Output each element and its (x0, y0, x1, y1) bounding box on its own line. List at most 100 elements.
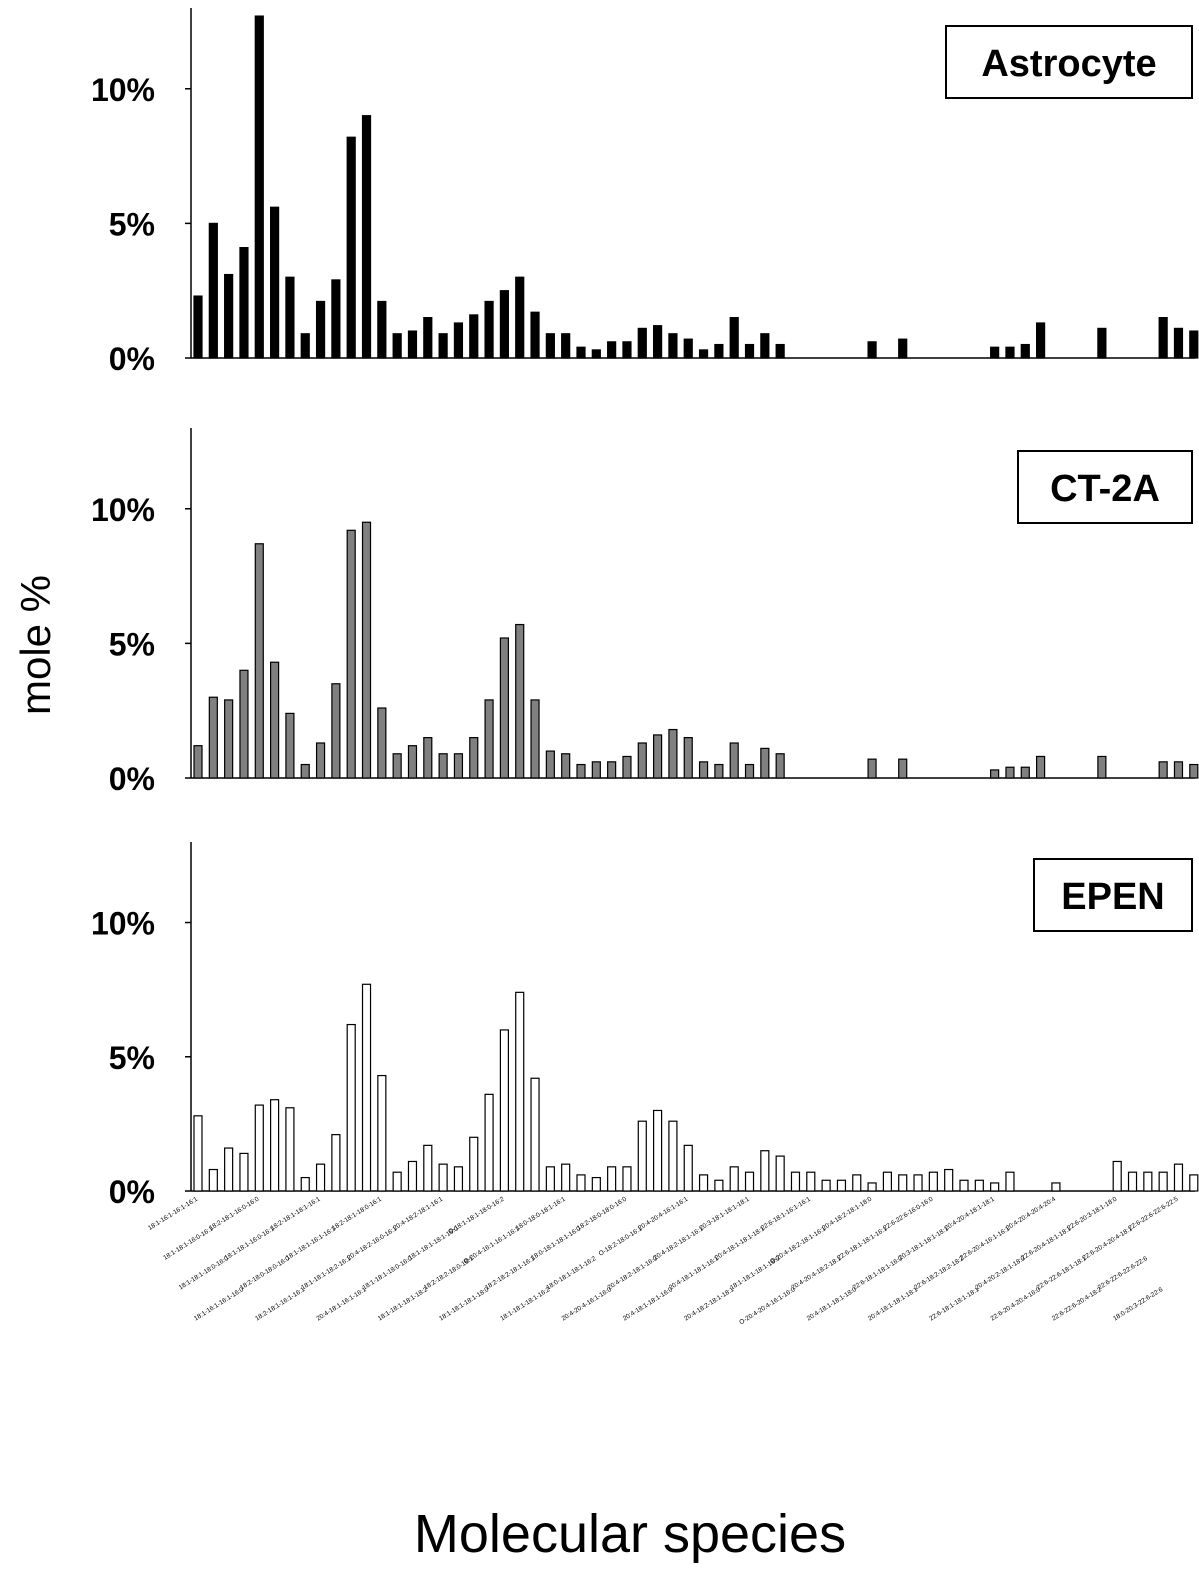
bar (729, 742, 739, 779)
x-tick-label: 22:6-22:6-20:4-18:2 (1051, 1286, 1103, 1322)
bar (438, 1163, 448, 1192)
bar (224, 273, 234, 359)
x-tick-label: 22:6-20:4-18:1-18:1 (1020, 1225, 1072, 1261)
bar (576, 346, 586, 359)
x-tick-label: 18:2-18:1-16:1-16:1 (254, 1286, 306, 1322)
x-tick-label: 20:4-20:4-18:2-18:1 (790, 1255, 842, 1291)
x-tick-label: 20:4-18:2-18:1-18:0 (821, 1196, 873, 1232)
bar (990, 769, 1000, 779)
bar (576, 1174, 586, 1192)
bar (775, 753, 785, 779)
bar (806, 1171, 816, 1192)
bar (760, 333, 770, 359)
bar (1127, 1171, 1138, 1192)
bar (698, 349, 709, 359)
bar (744, 343, 755, 359)
x-tick-label: 20:4-18:2-18:1-16:1 (652, 1225, 704, 1261)
bar (867, 758, 877, 779)
x-tick-label: 22:6-22:6-22:6-22:5 (1127, 1196, 1179, 1232)
bar (331, 1134, 341, 1192)
x-tick-label: 22:6-20:4-20:4-16:0 (990, 1286, 1042, 1322)
bar (484, 300, 494, 359)
bar (239, 247, 249, 359)
bar (407, 745, 418, 779)
bar (607, 1166, 617, 1192)
bar (331, 279, 341, 359)
bar (438, 753, 448, 779)
x-tick-label: 18:1-18:1-18:2-16:1 (300, 1255, 352, 1291)
bar (407, 330, 418, 359)
bar (882, 1171, 893, 1192)
bar (683, 338, 693, 359)
bar (668, 728, 678, 779)
x-tick-label: 20:4-18:1-18:1-16:0 (622, 1286, 674, 1322)
x-tick-label: 20:4-18:2-18:1-18:1 (683, 1286, 735, 1322)
x-tick-label: 22:6-18:2-18:2-18:2 (913, 1255, 965, 1291)
bar (1158, 1171, 1168, 1192)
bar (423, 737, 433, 779)
bar (545, 333, 555, 359)
bar (361, 115, 372, 359)
bar (193, 1115, 203, 1192)
bar (224, 699, 234, 779)
panel-epen: 0% 5% 10% EPEN (91, 842, 1199, 1210)
x-tick-label: O-20:4-16:1-16:1-16:1 (463, 1225, 522, 1265)
x-tick-label: 20:4-20:4-16:1-16:0 (561, 1286, 613, 1322)
bar (530, 1077, 540, 1192)
bar (469, 314, 479, 359)
bar (683, 737, 693, 779)
bar (790, 1171, 801, 1192)
x-tick-label: O-18:2-18:0-16:1 (598, 1225, 644, 1257)
bar (469, 1136, 479, 1192)
bar (698, 761, 709, 779)
bar (270, 1099, 280, 1192)
x-tick-label: 20:4-18:2-16:0-16:1 (346, 1225, 398, 1261)
bar (913, 1174, 923, 1192)
bar (1035, 322, 1046, 359)
x-tick-label: 18:1-18:1-18:0-16:0 (361, 1255, 413, 1291)
bar (775, 1155, 785, 1192)
bar (270, 661, 280, 779)
y-tick-label: 10% (91, 492, 155, 528)
bar (561, 333, 571, 359)
bar (254, 15, 264, 359)
x-tick-label: 22:6-18:1-18:1-16:1 (836, 1225, 888, 1261)
bar (607, 761, 617, 779)
bar (561, 1163, 571, 1192)
bar (484, 699, 494, 779)
bar (285, 276, 295, 359)
bar (315, 1163, 326, 1192)
y-tick-label: 5% (109, 626, 155, 662)
bar (315, 742, 326, 779)
x-tick-label: 22:6-22:6-22:6-22:6 (1097, 1255, 1149, 1291)
x-tick-label: 22:6-22:6-18:1-18:1 (1035, 1255, 1087, 1291)
bar (392, 333, 402, 359)
bar (1097, 327, 1107, 359)
bar (545, 1166, 555, 1192)
bar (821, 1179, 831, 1192)
bar (1173, 761, 1184, 779)
bar (836, 1179, 847, 1192)
x-tick-label: 20:4-18:1-18:1-18:0 (806, 1286, 858, 1322)
bar (331, 683, 341, 779)
bar (760, 747, 770, 779)
bar (515, 991, 525, 1192)
y-tick-label: 10% (91, 72, 155, 108)
bar (361, 983, 372, 1192)
bar (561, 753, 571, 779)
bar (453, 322, 464, 359)
bar (469, 737, 479, 779)
x-tick-label: 20:4-20:4-16:1-16:1 (637, 1196, 689, 1232)
bar (607, 341, 617, 359)
y-tick-label: 5% (109, 1040, 155, 1076)
bar (622, 755, 632, 779)
x-tick-label: 20:3-18:1-18:1-18:1 (898, 1225, 950, 1261)
bar (499, 637, 509, 779)
bar (959, 1179, 969, 1192)
bar (499, 1029, 509, 1192)
bar (300, 1176, 310, 1192)
bar (208, 222, 218, 359)
bar (990, 346, 1000, 359)
bar (530, 311, 540, 359)
bar (591, 349, 601, 359)
